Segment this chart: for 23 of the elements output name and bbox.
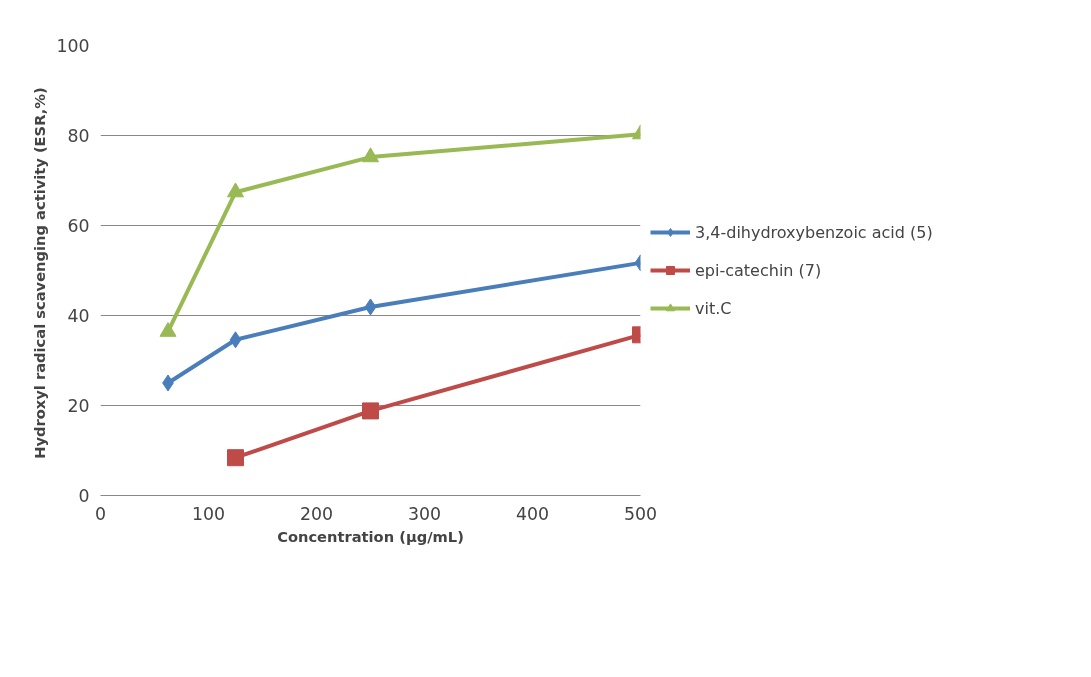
y-tick-label: 100 xyxy=(56,36,90,56)
point xyxy=(364,298,377,316)
point xyxy=(229,331,242,349)
point xyxy=(227,449,244,467)
legend-label: epi-catechin (7) xyxy=(695,260,822,280)
legend-label: vit.C xyxy=(695,298,732,318)
x-tick-label: 500 xyxy=(623,503,658,524)
x-axis-title: Concentration (μg/mL) xyxy=(277,527,464,545)
x-tick-label: 200 xyxy=(299,503,334,524)
y-tick-label: 80 xyxy=(67,126,90,146)
point xyxy=(362,147,379,163)
legend-label: 3,4-dihydroxybenzoic acid (5) xyxy=(695,222,933,242)
y-tick-label: 0 xyxy=(78,486,90,506)
y-tick-label: 20 xyxy=(67,396,90,416)
x-tick-label: 400 xyxy=(515,503,550,524)
point xyxy=(362,402,379,420)
x-tick-label: 0 xyxy=(94,503,107,524)
y-axis-title: Hydroxyl radical scavenging activity (ESR,%) xyxy=(31,87,49,459)
y-tick-label: 60 xyxy=(67,216,90,236)
x-tick-label: 300 xyxy=(407,503,442,524)
point xyxy=(227,182,244,198)
y-tick-label: 40 xyxy=(67,306,90,326)
x-tick-label: 100 xyxy=(191,503,226,524)
